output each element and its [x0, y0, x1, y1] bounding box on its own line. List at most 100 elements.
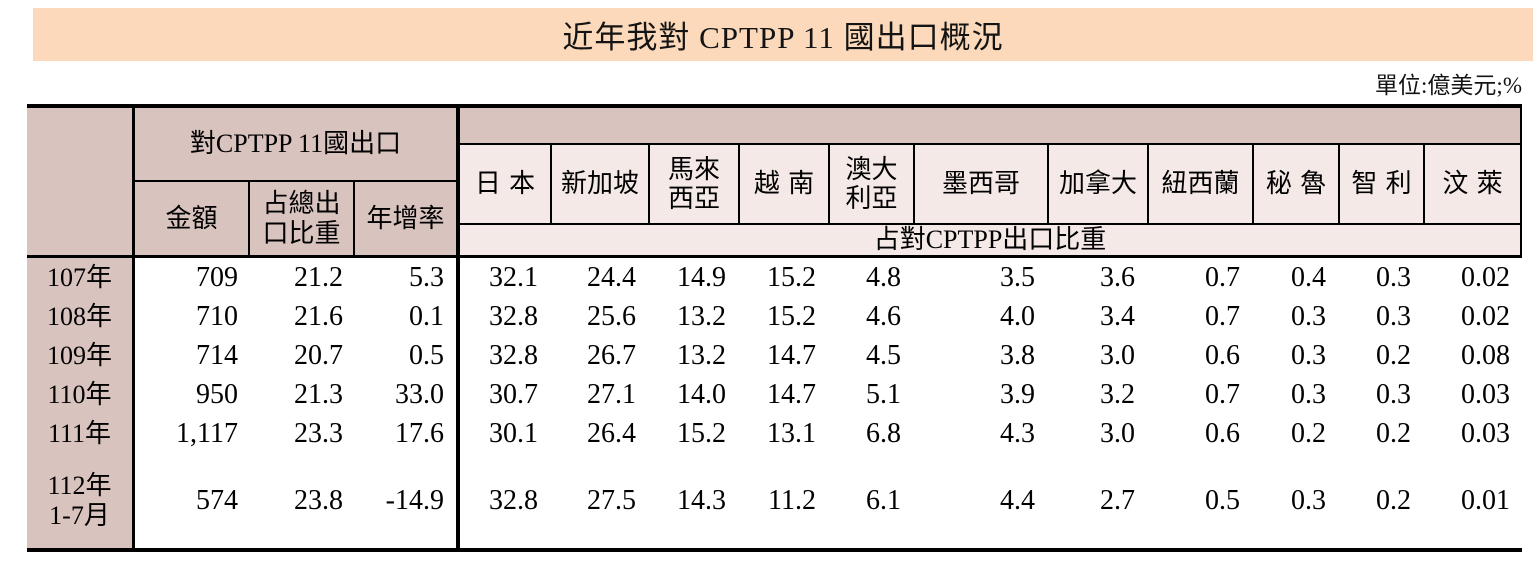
- yoy-value: 17.6: [355, 414, 460, 453]
- country-header-3: 馬來 西亞: [648, 145, 738, 225]
- country-share-value: 3.8: [913, 336, 1047, 375]
- amount-value: 710: [135, 297, 250, 336]
- country-share-value: 4.3: [913, 414, 1047, 453]
- country-share-value: 4.5: [828, 336, 913, 375]
- country-share-value: 32.8: [460, 336, 550, 375]
- country-share-value: 0.08: [1423, 336, 1522, 375]
- country-share-value: 5.1: [828, 375, 913, 414]
- row-year-label: 112年 1-7月: [27, 453, 135, 548]
- subheader-yoy-growth: 年增率: [355, 182, 460, 258]
- group-header-cptpp-exports: 對CPTPP 11國出口: [135, 108, 460, 182]
- country-share-value: 32.1: [460, 258, 550, 297]
- country-share-value: 0.2: [1338, 453, 1423, 548]
- country-share-value: 26.4: [550, 414, 648, 453]
- country-share-value: 26.7: [550, 336, 648, 375]
- country-share-value: 4.6: [828, 297, 913, 336]
- country-share-value: 0.01: [1423, 453, 1522, 548]
- amount-value: 714: [135, 336, 250, 375]
- country-header-8: 紐西蘭: [1147, 145, 1252, 225]
- yoy-value: -14.9: [355, 453, 460, 548]
- country-header-7: 加拿大: [1047, 145, 1147, 225]
- country-share-value: 14.7: [738, 375, 828, 414]
- country-share-value: 0.3: [1338, 375, 1423, 414]
- yoy-value: 33.0: [355, 375, 460, 414]
- country-share-value: 0.4: [1252, 258, 1338, 297]
- country-share-value: 0.02: [1423, 258, 1522, 297]
- table-corner-cell: [27, 108, 135, 258]
- share-of-total-value: 23.3: [250, 414, 355, 453]
- country-share-value: 3.0: [1047, 336, 1147, 375]
- amount-value: 709: [135, 258, 250, 297]
- subheader-amount: 金額: [135, 182, 250, 258]
- country-share-value: 15.2: [648, 414, 738, 453]
- country-share-value: 0.03: [1423, 414, 1522, 453]
- country-share-value: 15.2: [738, 297, 828, 336]
- country-share-value: 3.2: [1047, 375, 1147, 414]
- amount-value: 574: [135, 453, 250, 548]
- country-share-value: 3.4: [1047, 297, 1147, 336]
- country-header-5: 澳大 利亞: [828, 145, 913, 225]
- share-of-total-value: 21.2: [250, 258, 355, 297]
- country-header-1: 日本: [460, 145, 550, 225]
- country-share-value: 2.7: [1047, 453, 1147, 548]
- country-header-9: 秘魯: [1252, 145, 1338, 225]
- country-share-value: 13.2: [648, 297, 738, 336]
- country-share-value: 13.2: [648, 336, 738, 375]
- country-share-value: 3.5: [913, 258, 1047, 297]
- country-share-value: 25.6: [550, 297, 648, 336]
- country-share-value: 32.8: [460, 453, 550, 548]
- country-share-value: 0.3: [1338, 297, 1423, 336]
- share-band-label: 占對CPTPP出口比重: [460, 225, 1522, 258]
- country-share-value: 27.1: [550, 375, 648, 414]
- country-share-value: 11.2: [738, 453, 828, 548]
- country-header-top-band: [460, 108, 1522, 145]
- country-header-10: 智利: [1338, 145, 1423, 225]
- country-share-value: 0.2: [1252, 414, 1338, 453]
- page-title: 近年我對 CPTPP 11 國出口概況: [562, 20, 1004, 55]
- country-share-value: 14.7: [738, 336, 828, 375]
- country-share-value: 14.0: [648, 375, 738, 414]
- country-share-value: 4.4: [913, 453, 1047, 548]
- country-share-value: 32.8: [460, 297, 550, 336]
- subheader-share-of-total-exports: 占總出 口比重: [250, 182, 355, 258]
- share-of-total-value: 21.3: [250, 375, 355, 414]
- country-share-value: 4.8: [828, 258, 913, 297]
- title-bar: 近年我對 CPTPP 11 國出口概況: [33, 8, 1533, 61]
- country-share-value: 0.3: [1252, 336, 1338, 375]
- country-share-value: 0.6: [1147, 414, 1252, 453]
- country-share-value: 24.4: [550, 258, 648, 297]
- country-header-2: 新加坡: [550, 145, 648, 225]
- share-of-total-value: 23.8: [250, 453, 355, 548]
- country-share-value: 6.1: [828, 453, 913, 548]
- country-share-value: 0.02: [1423, 297, 1522, 336]
- country-header-11: 汶萊: [1423, 145, 1522, 225]
- country-share-value: 3.0: [1047, 414, 1147, 453]
- country-share-value: 27.5: [550, 453, 648, 548]
- country-share-value: 6.8: [828, 414, 913, 453]
- yoy-value: 0.1: [355, 297, 460, 336]
- country-share-value: 0.5: [1147, 453, 1252, 548]
- amount-value: 1,117: [135, 414, 250, 453]
- share-of-total-value: 21.6: [250, 297, 355, 336]
- country-share-value: 0.7: [1147, 258, 1252, 297]
- country-share-value: 0.7: [1147, 375, 1252, 414]
- country-share-value: 0.03: [1423, 375, 1522, 414]
- exports-table: 對CPTPP 11國出口 金額 占總出 口比重 年增率 占對CPTPP出口比重 …: [27, 104, 1522, 552]
- country-share-value: 0.3: [1338, 258, 1423, 297]
- yoy-value: 0.5: [355, 336, 460, 375]
- country-share-value: 0.3: [1252, 375, 1338, 414]
- country-share-value: 4.0: [913, 297, 1047, 336]
- row-year-label: 108年: [27, 297, 135, 336]
- country-share-value: 0.2: [1338, 414, 1423, 453]
- row-year-label: 109年: [27, 336, 135, 375]
- unit-note: 單位:億美元;%: [1375, 73, 1522, 98]
- country-share-value: 13.1: [738, 414, 828, 453]
- yoy-value: 5.3: [355, 258, 460, 297]
- country-share-value: 15.2: [738, 258, 828, 297]
- row-year-label: 107年: [27, 258, 135, 297]
- country-share-value: 30.1: [460, 414, 550, 453]
- country-share-value: 30.7: [460, 375, 550, 414]
- country-header-6: 墨西哥: [913, 145, 1047, 225]
- row-year-label: 111年: [27, 414, 135, 453]
